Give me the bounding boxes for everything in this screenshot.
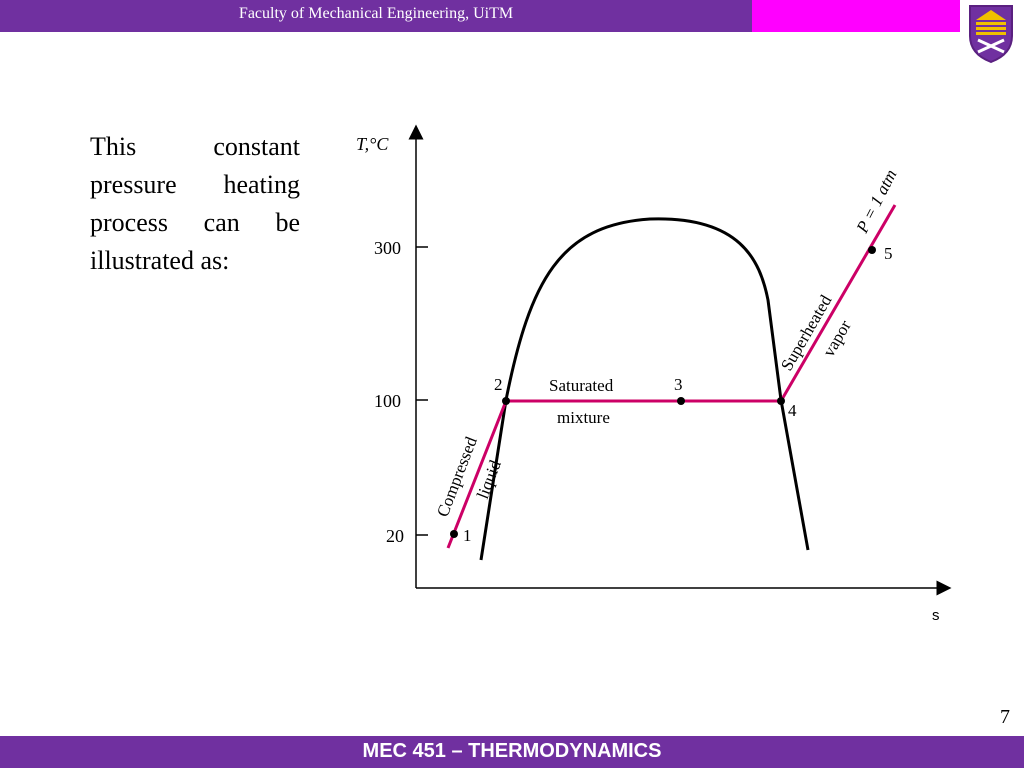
uitm-crest-icon	[969, 5, 1013, 64]
header-bar	[0, 0, 752, 32]
process-line	[446, 204, 897, 549]
state-point-2	[502, 397, 510, 405]
vapor-label: vapor	[819, 317, 855, 360]
y-axis-label: T,°C	[356, 134, 389, 154]
page-number: 7	[1000, 706, 1010, 728]
compressed-label: Compressed	[433, 434, 481, 520]
liquid-label: liquid	[473, 457, 505, 501]
mixture-label: mixture	[557, 408, 610, 427]
footer-bar	[0, 736, 1024, 768]
state-label-5: 5	[884, 244, 893, 263]
state-point-1	[450, 530, 458, 538]
ts-diagram: T,°C s 300 100 20 1 2 3 4 5 Saturated mi…	[356, 124, 952, 624]
saturation-dome	[479, 217, 810, 561]
state-label-2: 2	[494, 375, 503, 394]
state-point-3	[677, 397, 685, 405]
body-paragraph: This constant pressure heating process c…	[90, 132, 300, 275]
state-label-4: 4	[788, 401, 797, 420]
state-label-1: 1	[463, 526, 472, 545]
state-point-4	[777, 397, 785, 405]
faculty-title: Faculty of Mechanical Engineering, UiTM	[238, 5, 514, 22]
header-accent-bar	[752, 0, 960, 32]
course-title: MEC 451 – THERMODYNAMICS	[362, 740, 662, 762]
tick-label-300: 300	[374, 238, 401, 258]
x-axis-label: s	[932, 607, 940, 624]
state-point-5	[868, 246, 876, 254]
pressure-label: P = 1 atm	[852, 166, 900, 236]
state-label-3: 3	[674, 375, 683, 394]
tick-label-20: 20	[386, 526, 404, 546]
saturated-label: Saturated	[549, 376, 614, 395]
tick-label-100: 100	[374, 391, 401, 411]
superheated-label: Superheated	[777, 291, 836, 374]
